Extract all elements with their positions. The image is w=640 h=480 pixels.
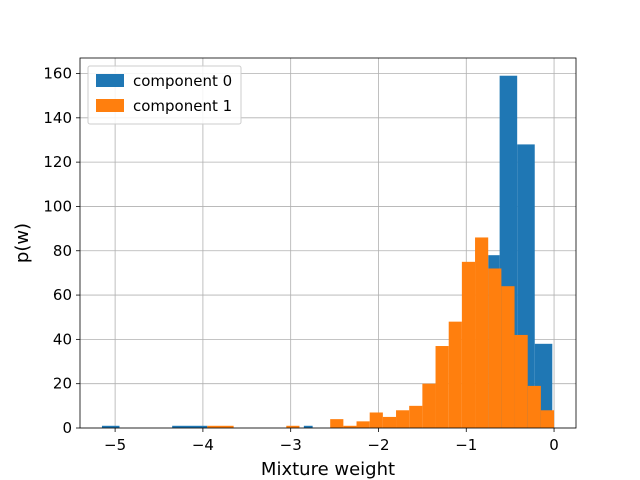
bar-component-1 [409, 405, 423, 428]
x-tick-label: 0 [549, 436, 559, 454]
bars [101, 75, 555, 429]
bar-component-1 [356, 421, 370, 428]
y-tick-label: 140 [43, 109, 72, 127]
bar-component-1 [461, 261, 476, 428]
bar-component-1 [382, 416, 397, 428]
bar-component-0 [303, 425, 313, 428]
bar-component-1 [527, 385, 541, 428]
legend-entry: component 1 [133, 97, 232, 115]
bar-component-1 [501, 286, 515, 428]
bar-component-1 [207, 425, 234, 428]
bar-component-1 [369, 412, 383, 428]
axis-ticks: −5 −4 −3 −2 −1 0 0 20 40 60 80 100 120 140 160 [43, 65, 558, 454]
bar-component-1 [330, 419, 344, 428]
x-tick-label: −3 [280, 436, 302, 454]
bar-component-1 [514, 334, 528, 428]
y-tick-label: 0 [62, 419, 72, 437]
bar-component-1 [448, 321, 462, 428]
y-tick-label: 20 [53, 375, 72, 393]
legend-swatch [96, 99, 124, 112]
legend-entry: component 0 [133, 72, 232, 90]
bar-component-1 [286, 425, 300, 428]
x-tick-label: −1 [455, 436, 477, 454]
y-tick-label: 160 [43, 65, 72, 83]
y-tick-label: 40 [53, 330, 72, 348]
legend-box [87, 65, 242, 125]
x-tick-label: −2 [367, 436, 389, 454]
y-tick-label: 120 [43, 153, 72, 171]
x-axis-label: Mixture weight [261, 459, 395, 480]
x-tick-label: −4 [192, 436, 214, 454]
y-axis-label: p(w) [12, 223, 33, 263]
y-tick-label: 100 [43, 197, 72, 215]
plot-frame [79, 57, 577, 429]
y-tick-label: 60 [53, 286, 72, 304]
bar-component-1 [343, 425, 357, 428]
legend-swatch [96, 74, 124, 87]
x-tick-label: −5 [104, 436, 126, 454]
bar-component-1 [422, 383, 436, 428]
bar-component-1 [475, 237, 489, 428]
bar-component-1 [540, 410, 555, 428]
bar-component-0 [172, 425, 208, 428]
bar-component-1 [396, 410, 410, 428]
y-tick-label: 80 [53, 242, 72, 260]
legend: component 0 component 1 [87, 65, 242, 125]
bar-component-1 [488, 268, 502, 428]
bar-component-1 [435, 346, 449, 428]
bar-component-0 [101, 425, 120, 428]
